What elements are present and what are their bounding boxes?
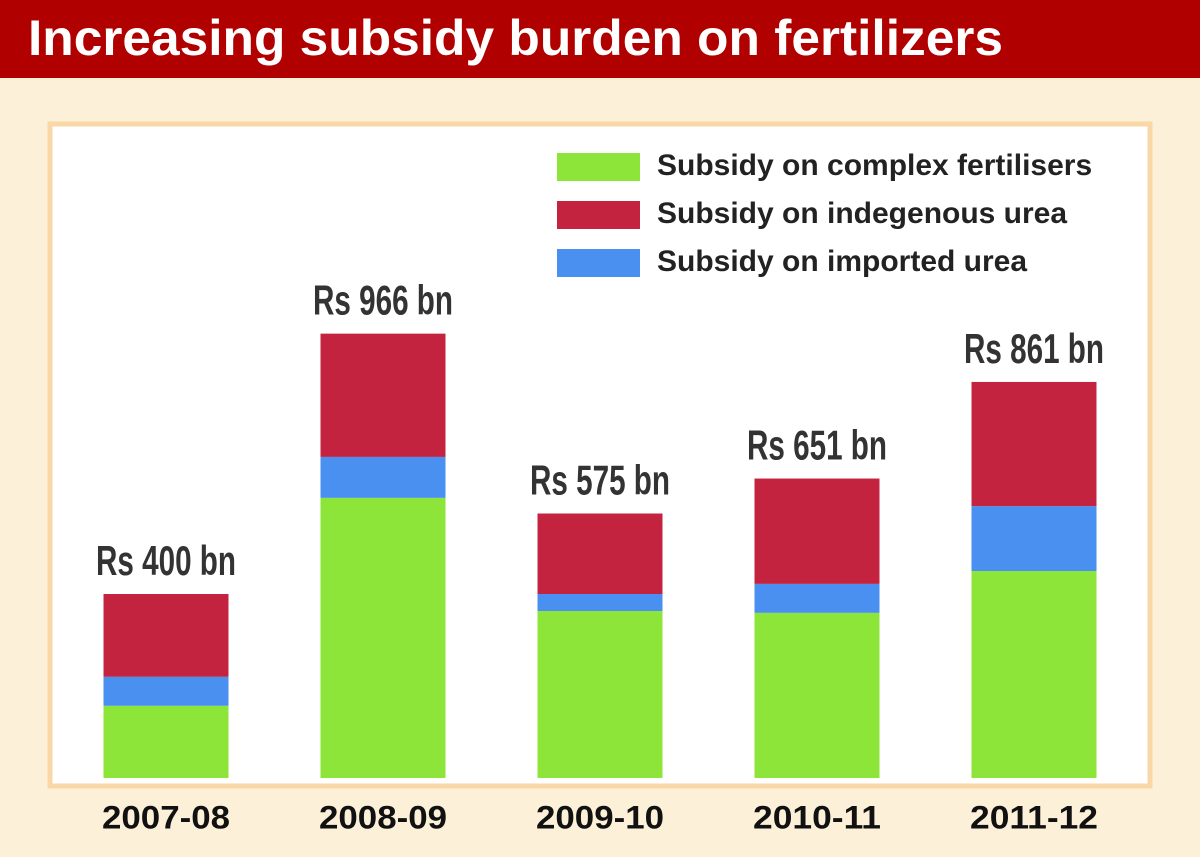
x-tick-label: 2009-10 — [536, 799, 664, 835]
total-label: Rs 400 bn — [96, 537, 236, 584]
x-tick-label: 2010-11 — [753, 799, 881, 835]
legend-swatch — [557, 201, 640, 229]
bar-segment — [320, 333, 446, 457]
bar-segment — [103, 594, 229, 677]
bar-segment — [537, 594, 663, 612]
bar-segment — [320, 497, 446, 778]
title-bar — [0, 0, 1200, 78]
bar-segment — [971, 571, 1097, 778]
x-tick-label: 2008-09 — [319, 799, 447, 835]
bar-segment — [754, 478, 880, 584]
legend-label: Subsidy on imported urea — [657, 245, 1027, 278]
total-label: Rs 966 bn — [313, 277, 453, 324]
bar-segment — [754, 583, 880, 613]
x-tick-label: 2007-08 — [102, 799, 230, 835]
bar-segment — [537, 611, 663, 778]
total-label: Rs 651 bn — [747, 422, 887, 469]
legend-label: Subsidy on indegenous urea — [657, 197, 1067, 230]
chart-title: Increasing subsidy burden on fertilizers — [28, 10, 1003, 66]
x-tick-label: 2011-12 — [970, 799, 1098, 835]
legend-label: Subsidy on complex fertilisers — [657, 149, 1092, 182]
bar-segment — [103, 676, 229, 706]
legend-swatch — [557, 153, 640, 181]
legend-swatch — [557, 249, 640, 277]
bar-segment — [320, 456, 446, 498]
bar-segment — [754, 612, 880, 778]
bar-segment — [537, 513, 663, 594]
total-label: Rs 575 bn — [530, 457, 670, 504]
bar-segment — [103, 705, 229, 778]
bar-segment — [971, 506, 1097, 571]
total-label: Rs 861 bn — [964, 325, 1104, 372]
bar-segment — [971, 381, 1097, 507]
